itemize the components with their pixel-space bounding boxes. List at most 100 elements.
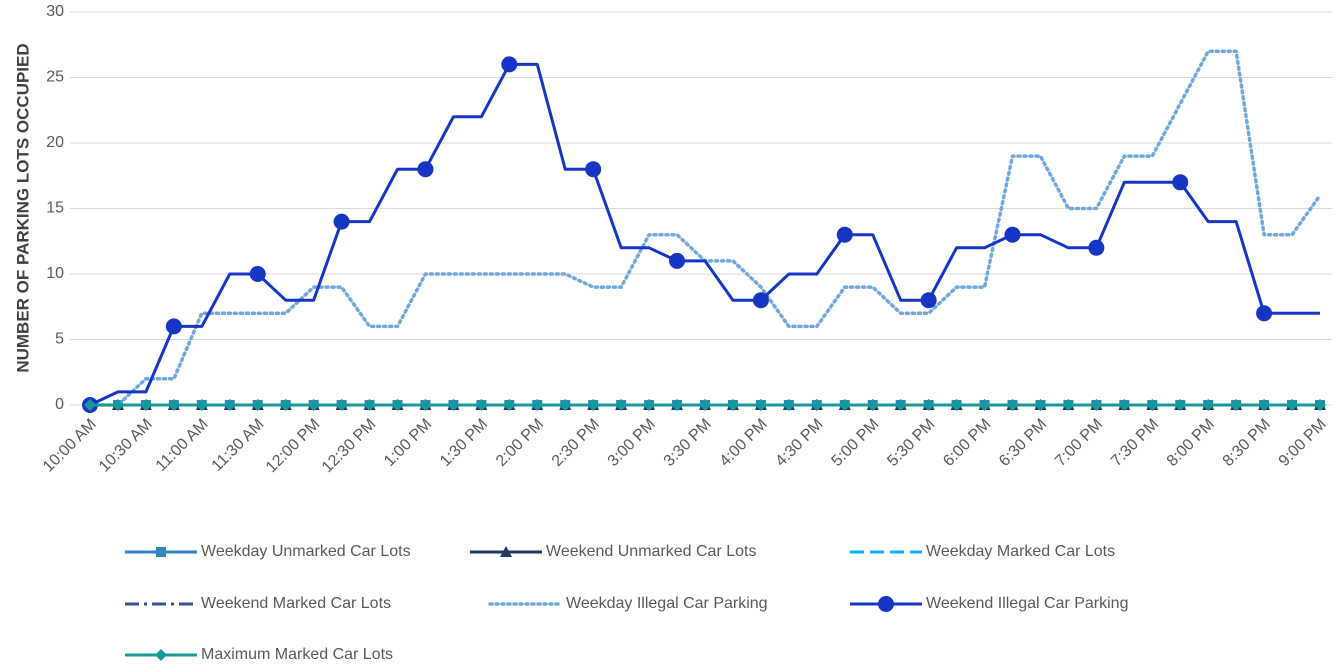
y-tick-label: 0 <box>55 396 64 413</box>
x-tick-label: 4:00 PM <box>717 416 771 470</box>
x-tick-label: 8:30 PM <box>1220 416 1274 470</box>
marker <box>363 399 376 411</box>
marker <box>922 399 935 411</box>
x-tick-label: 9:00 PM <box>1276 416 1330 470</box>
marker <box>500 546 512 557</box>
marker <box>503 399 516 411</box>
marker <box>699 399 711 411</box>
legend-label: Weekend Illegal Car Parking <box>926 595 1128 612</box>
marker <box>754 399 767 411</box>
x-tick-label: 3:00 PM <box>605 416 659 470</box>
marker <box>1062 399 1075 411</box>
marker <box>643 399 656 411</box>
y-tick-label: 10 <box>46 265 64 282</box>
legend-label: Weekday Unmarked Car Lots <box>201 543 411 560</box>
x-tick-label: 6:30 PM <box>996 416 1050 470</box>
marker <box>1146 399 1159 411</box>
x-tick-label: 7:00 PM <box>1052 416 1106 470</box>
marker <box>894 399 907 411</box>
x-tick-label: 12:00 PM <box>263 416 323 476</box>
marker <box>752 292 769 309</box>
marker <box>866 399 879 411</box>
x-tick-label: 2:30 PM <box>549 416 603 470</box>
x-tick-label: 3:30 PM <box>661 416 715 470</box>
marker <box>838 399 851 411</box>
marker <box>139 399 152 411</box>
legend-label: Weekend Unmarked Car Lots <box>546 543 756 560</box>
marker <box>1090 399 1103 411</box>
marker <box>84 399 96 411</box>
marker <box>810 399 823 411</box>
marker <box>167 399 180 411</box>
marker <box>1286 399 1299 411</box>
marker <box>559 399 572 411</box>
marker <box>447 399 460 411</box>
marker <box>279 399 292 411</box>
y-tick-label: 5 <box>55 331 64 348</box>
marker <box>195 399 208 411</box>
legend-label: Maximum Marked Car Lots <box>201 646 393 663</box>
y-tick-label: 30 <box>46 3 64 20</box>
series-line <box>89 62 1320 407</box>
y-tick-label: 15 <box>46 200 64 217</box>
marker <box>726 399 739 411</box>
x-tick-label: 12:30 PM <box>319 416 379 476</box>
x-tick-label: 6:00 PM <box>940 416 994 470</box>
marker <box>585 161 602 178</box>
y-axis-label: NUMBER OF PARKING LOTS OCCUPIED <box>13 43 32 372</box>
marker <box>1202 399 1215 411</box>
marker <box>1034 399 1047 411</box>
y-tick-label: 25 <box>46 69 64 86</box>
marker <box>978 399 991 411</box>
marker <box>307 399 320 411</box>
marker <box>223 399 236 411</box>
x-tick-label: 5:00 PM <box>828 416 882 470</box>
x-tick-label: 8:00 PM <box>1164 416 1218 470</box>
x-tick-label: 2:00 PM <box>493 416 547 470</box>
marker <box>615 399 628 411</box>
marker <box>1088 239 1105 256</box>
marker <box>475 399 488 411</box>
x-tick-label: 7:30 PM <box>1108 416 1162 470</box>
marker <box>251 399 264 411</box>
marker <box>1118 399 1131 411</box>
marker <box>782 399 795 411</box>
x-tick-label: 10:30 AM <box>96 416 156 476</box>
legend-label: Weekday Marked Car Lots <box>926 543 1115 560</box>
series-line <box>88 49 1322 407</box>
marker <box>1006 399 1019 411</box>
marker <box>391 399 404 411</box>
marker <box>501 56 518 73</box>
marker <box>417 161 434 178</box>
marker <box>920 292 937 309</box>
marker <box>1172 174 1189 191</box>
marker <box>1004 226 1021 243</box>
x-tick-label: 5:30 PM <box>884 416 938 470</box>
marker <box>156 547 166 557</box>
marker <box>111 399 124 411</box>
marker <box>836 226 853 243</box>
marker <box>669 252 686 269</box>
x-tick-label: 11:30 AM <box>209 416 268 475</box>
marker <box>1314 399 1326 411</box>
marker <box>335 399 348 411</box>
legend-label: Weekday Illegal Car Parking <box>566 595 768 612</box>
x-tick-label: 11:00 AM <box>153 416 212 475</box>
marker <box>878 596 894 612</box>
marker <box>155 649 167 661</box>
marker <box>950 399 963 411</box>
x-tick-label: 1:00 PM <box>381 416 435 470</box>
marker <box>1256 305 1273 322</box>
marker <box>165 318 182 335</box>
legend-label: Weekend Marked Car Lots <box>201 595 391 612</box>
marker <box>531 399 544 411</box>
marker <box>587 399 600 411</box>
marker <box>333 213 350 230</box>
marker <box>671 399 684 411</box>
marker <box>249 266 266 282</box>
marker <box>1258 399 1271 411</box>
marker <box>1174 399 1187 411</box>
x-tick-label: 1:30 PM <box>437 416 491 470</box>
marker <box>1230 399 1243 411</box>
